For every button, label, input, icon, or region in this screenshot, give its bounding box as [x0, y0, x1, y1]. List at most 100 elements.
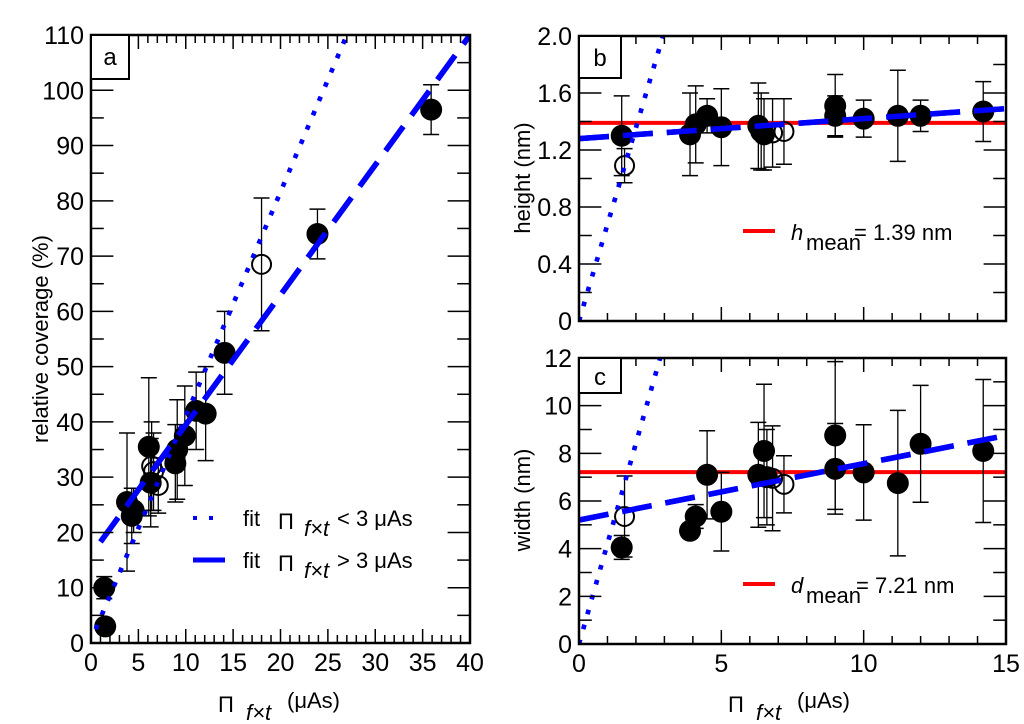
marker-filled-circle [824, 104, 847, 127]
data-point [710, 471, 733, 552]
panel-b: 0 0.4 0.8 1.2 1.6 2.0 b height (nm) h mean = … [510, 23, 1008, 336]
x-tick-label: 30 [361, 649, 389, 677]
marker-open-circle [614, 155, 636, 177]
y-tick-label: 0.8 [537, 194, 572, 222]
legend-label-prefix: fit [243, 548, 260, 573]
x-tick-label: 10 [172, 649, 200, 677]
fit-line-dashed-overlay [98, 35, 470, 544]
panel-c-mean-legend: d mean = 7.21 nm [743, 573, 954, 608]
panel-a-letter-box: a [90, 34, 130, 80]
panel-a: 0 5 10 15 20 25 30 35 40 0 10 20 30 40 50 60 70 80 90 100 11… [28, 22, 484, 724]
data-point [610, 95, 633, 177]
data-point-open [614, 147, 636, 184]
panel-c-letter-box: c [578, 357, 622, 394]
marker-open-circle [147, 474, 169, 496]
legend-item-fit-below: fit Π f×t < 3 μAs [193, 506, 413, 541]
marker-open-circle [762, 467, 784, 489]
x-tick-label: 35 [409, 649, 437, 677]
marker-filled-circle [753, 439, 776, 462]
panel-c-ylabel: width (nm) [510, 449, 535, 553]
mean-text: = 7.21 nm [856, 573, 954, 598]
marker-filled-circle [137, 435, 160, 458]
y-tick-label: 1.2 [537, 137, 572, 165]
y-tick-label: 1.6 [537, 80, 572, 108]
panel-a-xlabel-symbol: Π [218, 692, 234, 717]
y-tick-label: 8 [558, 440, 572, 468]
panel-c: 0 5 10 15 0 2 4 6 8 10 12 c width (nm) d mean = 7.… [510, 345, 1020, 724]
marker-filled-circle [886, 472, 909, 495]
legend-label-subscript: f×t [304, 558, 330, 583]
y-tick-label: 70 [56, 243, 84, 271]
marker-filled-circle [610, 536, 633, 559]
panel-a-legend: fit Π f×t < 3 μAs fit Π f×t > 3 μAs [193, 506, 413, 583]
y-tick-label: 6 [558, 488, 572, 516]
y-tick-label: 40 [56, 409, 84, 437]
legend-label-suffix: < 3 μAs [337, 506, 413, 531]
panel-a-frame [89, 33, 472, 645]
panel-b-ylabel: height (nm) [510, 122, 535, 233]
marker-open-circle [251, 253, 273, 275]
x-tick-label: 15 [992, 650, 1020, 678]
legend-label-symbol: Π [278, 551, 294, 576]
data-point [824, 95, 847, 137]
marker-filled-circle [94, 615, 117, 638]
panel-b-ticks: 0 0.4 0.8 1.2 1.6 2.0 [537, 23, 1007, 336]
marker-filled-circle [610, 124, 633, 147]
panel-b-frame [577, 34, 1008, 323]
panel-c-ticks: 0 5 10 15 0 2 4 6 8 10 12 [544, 345, 1020, 678]
mean-text: = 1.39 nm [854, 220, 952, 245]
marker-filled-circle [696, 463, 719, 486]
panel-c-letter: c [594, 364, 606, 391]
y-tick-label: 110 [44, 22, 84, 50]
data-point [852, 423, 875, 521]
y-tick-label: 0.4 [537, 251, 572, 279]
data-point [886, 409, 909, 557]
data-point [213, 310, 236, 396]
data-point [909, 99, 932, 133]
marker-filled-circle [909, 104, 932, 127]
fit-line-dotted-overlay [579, 36, 666, 321]
y-tick-label: 100 [42, 77, 84, 105]
panel-b-mean-legend: h mean = 1.39 nm [743, 220, 952, 255]
legend-label-symbol: Π [278, 509, 294, 534]
data-point-open [773, 454, 795, 514]
fit-line-dashed-overlay [579, 432, 1006, 523]
data-point [684, 503, 707, 530]
y-tick-label: 60 [56, 298, 84, 326]
panel-c-xlabel: Π f×t (μAs) [728, 688, 850, 724]
panel-b-marks [579, 36, 1006, 321]
y-tick-label: 0 [558, 308, 572, 336]
x-tick-label: 40 [456, 649, 484, 677]
x-tick-label: 5 [714, 650, 728, 678]
data-point [696, 429, 719, 520]
marker-open-circle [614, 505, 636, 527]
data-point-open [762, 425, 784, 532]
y-tick-label: 50 [56, 354, 84, 382]
panel-c-xlabel-unit: (μAs) [797, 688, 850, 713]
panel-a-xlabel: Π f×t (μAs) [218, 688, 340, 724]
marker-filled-circle [194, 402, 217, 425]
panel-a-ticks: 0 5 10 15 20 25 30 35 40 0 10 20 30 40 50 60 70 80 90 100 11… [42, 22, 484, 677]
fit-line-dashed-overlay [579, 105, 1006, 142]
y-tick-label: 80 [56, 188, 84, 216]
marker-filled-circle [972, 439, 995, 462]
legend-label-prefix: fit [243, 506, 260, 531]
legend-item-fit-above: fit Π f×t > 3 μAs [193, 548, 413, 583]
panel-c-xlabel-symbol: Π [728, 692, 744, 717]
y-tick-label: 2 [558, 583, 572, 611]
data-point [94, 615, 117, 638]
panel-b-letter-box: b [578, 35, 622, 79]
y-tick-label: 10 [56, 575, 84, 603]
panel-a-ylabel: relative coverage (%) [28, 235, 53, 443]
y-tick-label: 30 [56, 464, 84, 492]
marker-open-circle [773, 473, 795, 495]
data-point [972, 378, 995, 524]
data-point [610, 534, 633, 561]
y-tick-label: 0 [70, 630, 84, 658]
data-point [420, 83, 443, 136]
panel-c-frame [577, 356, 1008, 646]
data-point-open [251, 197, 273, 332]
legend-label-subscript: f×t [304, 516, 330, 541]
y-tick-label: 10 [544, 393, 572, 421]
